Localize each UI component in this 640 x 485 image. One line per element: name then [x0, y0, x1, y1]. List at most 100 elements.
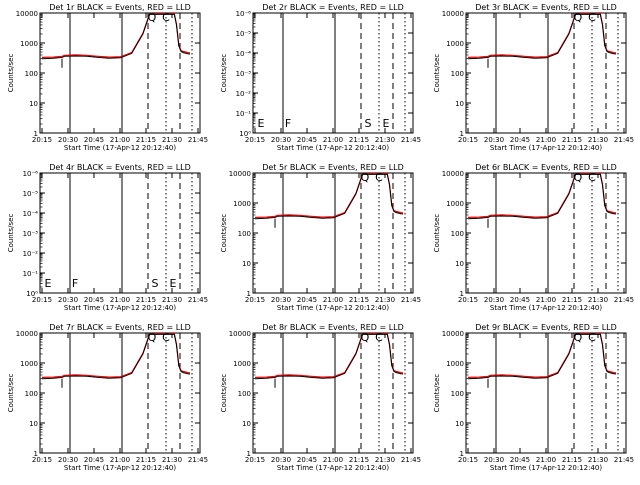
x-tick-label: 21:00 — [536, 456, 556, 464]
series-lld-line — [467, 173, 617, 218]
x-tick-label: 21:15 — [136, 296, 156, 304]
x-tick-label: 20:30 — [271, 136, 291, 144]
x-tick-label: 21:00 — [110, 296, 130, 304]
x-tick-label: 21:45 — [614, 456, 634, 464]
x-tick-label: 21:30 — [162, 456, 182, 464]
x-tick-label: 20:15 — [458, 456, 478, 464]
panel-title: Det 1r BLACK = Events, RED = LLD — [49, 3, 191, 12]
top-marker: C — [588, 331, 596, 344]
panel-title: Det 2r BLACK = Events, RED = LLD — [262, 3, 404, 12]
x-tick-label: 21:15 — [562, 136, 582, 144]
y-tick-label: 1000 — [446, 200, 464, 208]
y-tick-label: 10⁻³ — [23, 230, 39, 238]
y-tick-label: 1000 — [20, 40, 38, 48]
x-tick-label: 21:45 — [401, 296, 421, 304]
x-tick-label: 20:30 — [484, 456, 504, 464]
y-tick-label: 10⁻⁵ — [236, 30, 252, 38]
x-tick-label: 20:45 — [510, 296, 530, 304]
y-tick-label: 1000 — [446, 40, 464, 48]
plot-frame — [252, 332, 414, 454]
x-tick-label: 20:15 — [32, 296, 52, 304]
y-tick-label: 10000 — [16, 330, 38, 338]
panel-7: Det 7r BLACK = Events, RED = LLD 1 10 100 10… — [7, 323, 208, 472]
x-axis-label: Start Time (17-Apr-12 20:12:40) — [490, 464, 602, 472]
y-tick-label: 10⁻¹ — [236, 110, 252, 118]
x-tick-label: 20:30 — [484, 136, 504, 144]
series-events-line — [254, 173, 404, 220]
panel-title: Det 3r BLACK = Events, RED = LLD — [475, 3, 617, 12]
x-tick-label: 21:00 — [323, 296, 343, 304]
series-lld-line — [254, 173, 404, 218]
y-tick-label: 100 — [238, 230, 251, 238]
y-tick-label: 10000 — [442, 10, 464, 18]
x-tick-label: 21:45 — [614, 136, 634, 144]
y-tick-label: 10000 — [442, 170, 464, 178]
plot-frame — [39, 172, 201, 294]
plot-frame — [39, 332, 201, 454]
y-tick-label: 10 — [455, 420, 464, 428]
y-tick-label: 10 — [242, 260, 251, 268]
x-tick-label: 20:30 — [271, 296, 291, 304]
top-marker: C — [162, 11, 170, 24]
y-tick-label: 1 — [34, 130, 38, 138]
segment-marker: F — [72, 277, 78, 290]
x-tick-label: 21:15 — [349, 456, 369, 464]
x-tick-label: 20:15 — [32, 456, 52, 464]
x-tick-label: 20:45 — [510, 136, 530, 144]
segment-marker: S — [365, 117, 372, 130]
panel-6: Det 6r BLACK = Events, RED = LLD 1 10 100 10… — [433, 163, 634, 312]
series-lld-line — [254, 333, 404, 378]
y-tick-label: 100 — [25, 390, 38, 398]
y-tick-label: 1 — [460, 450, 464, 458]
x-tick-label: 21:30 — [588, 296, 608, 304]
x-tick-label: 20:45 — [510, 456, 530, 464]
x-tick-label: 21:00 — [323, 456, 343, 464]
x-tick-label: 21:45 — [614, 296, 634, 304]
x-tick-label: 21:00 — [110, 136, 130, 144]
top-marker: Q — [361, 171, 370, 184]
y-axis-label: Counts/sec — [433, 54, 441, 93]
x-axis-label: Start Time (17-Apr-12 20:12:40) — [64, 304, 176, 312]
x-tick-label: 20:45 — [84, 136, 104, 144]
x-tick-label: 21:45 — [188, 456, 208, 464]
top-marker: C — [588, 11, 596, 24]
x-tick-label: 20:15 — [245, 296, 265, 304]
x-tick-label: 20:45 — [84, 296, 104, 304]
x-tick-label: 20:45 — [84, 456, 104, 464]
x-tick-label: 21:00 — [536, 296, 556, 304]
y-tick-label: 10⁻⁵ — [23, 190, 39, 198]
x-axis-label: Start Time (17-Apr-12 20:12:40) — [277, 304, 389, 312]
y-tick-label: 1 — [460, 130, 464, 138]
x-tick-label: 21:30 — [162, 296, 182, 304]
y-axis-label: Counts/sec — [220, 374, 228, 413]
panel-2: Det 2r BLACK = Events, RED = LLD 10⁰ 10⁻¹ 1… — [220, 3, 421, 152]
series-events-line — [467, 333, 617, 380]
series-events-line — [467, 173, 617, 220]
x-tick-label: 20:30 — [271, 456, 291, 464]
x-tick-label: 21:30 — [375, 456, 395, 464]
x-tick-label: 21:00 — [110, 456, 130, 464]
y-tick-label: 1000 — [20, 360, 38, 368]
panel-3: Det 3r BLACK = Events, RED = LLD 1 10 100 10… — [433, 3, 634, 152]
top-marker: C — [375, 331, 383, 344]
series-lld-line — [467, 13, 617, 58]
segment-marker: E — [170, 277, 177, 290]
segment-marker: S — [152, 277, 159, 290]
y-tick-label: 100 — [451, 390, 464, 398]
x-tick-label: 20:45 — [297, 296, 317, 304]
y-tick-label: 1 — [247, 450, 251, 458]
panel-title: Det 9r BLACK = Events, RED = LLD — [475, 323, 617, 332]
panel-title: Det 4r BLACK = Events, RED = LLD — [49, 163, 191, 172]
y-tick-label: 100 — [25, 70, 38, 78]
x-tick-label: 21:00 — [323, 136, 343, 144]
x-tick-label: 21:30 — [162, 136, 182, 144]
x-tick-label: 21:30 — [375, 296, 395, 304]
panel-title: Det 7r BLACK = Events, RED = LLD — [49, 323, 191, 332]
panel-title: Det 6r BLACK = Events, RED = LLD — [475, 163, 617, 172]
series-events-line — [41, 13, 191, 60]
x-tick-label: 21:15 — [349, 136, 369, 144]
x-axis-label: Start Time (17-Apr-12 20:12:40) — [277, 144, 389, 152]
segment-marker: E — [45, 277, 52, 290]
series-events-line — [41, 333, 191, 380]
